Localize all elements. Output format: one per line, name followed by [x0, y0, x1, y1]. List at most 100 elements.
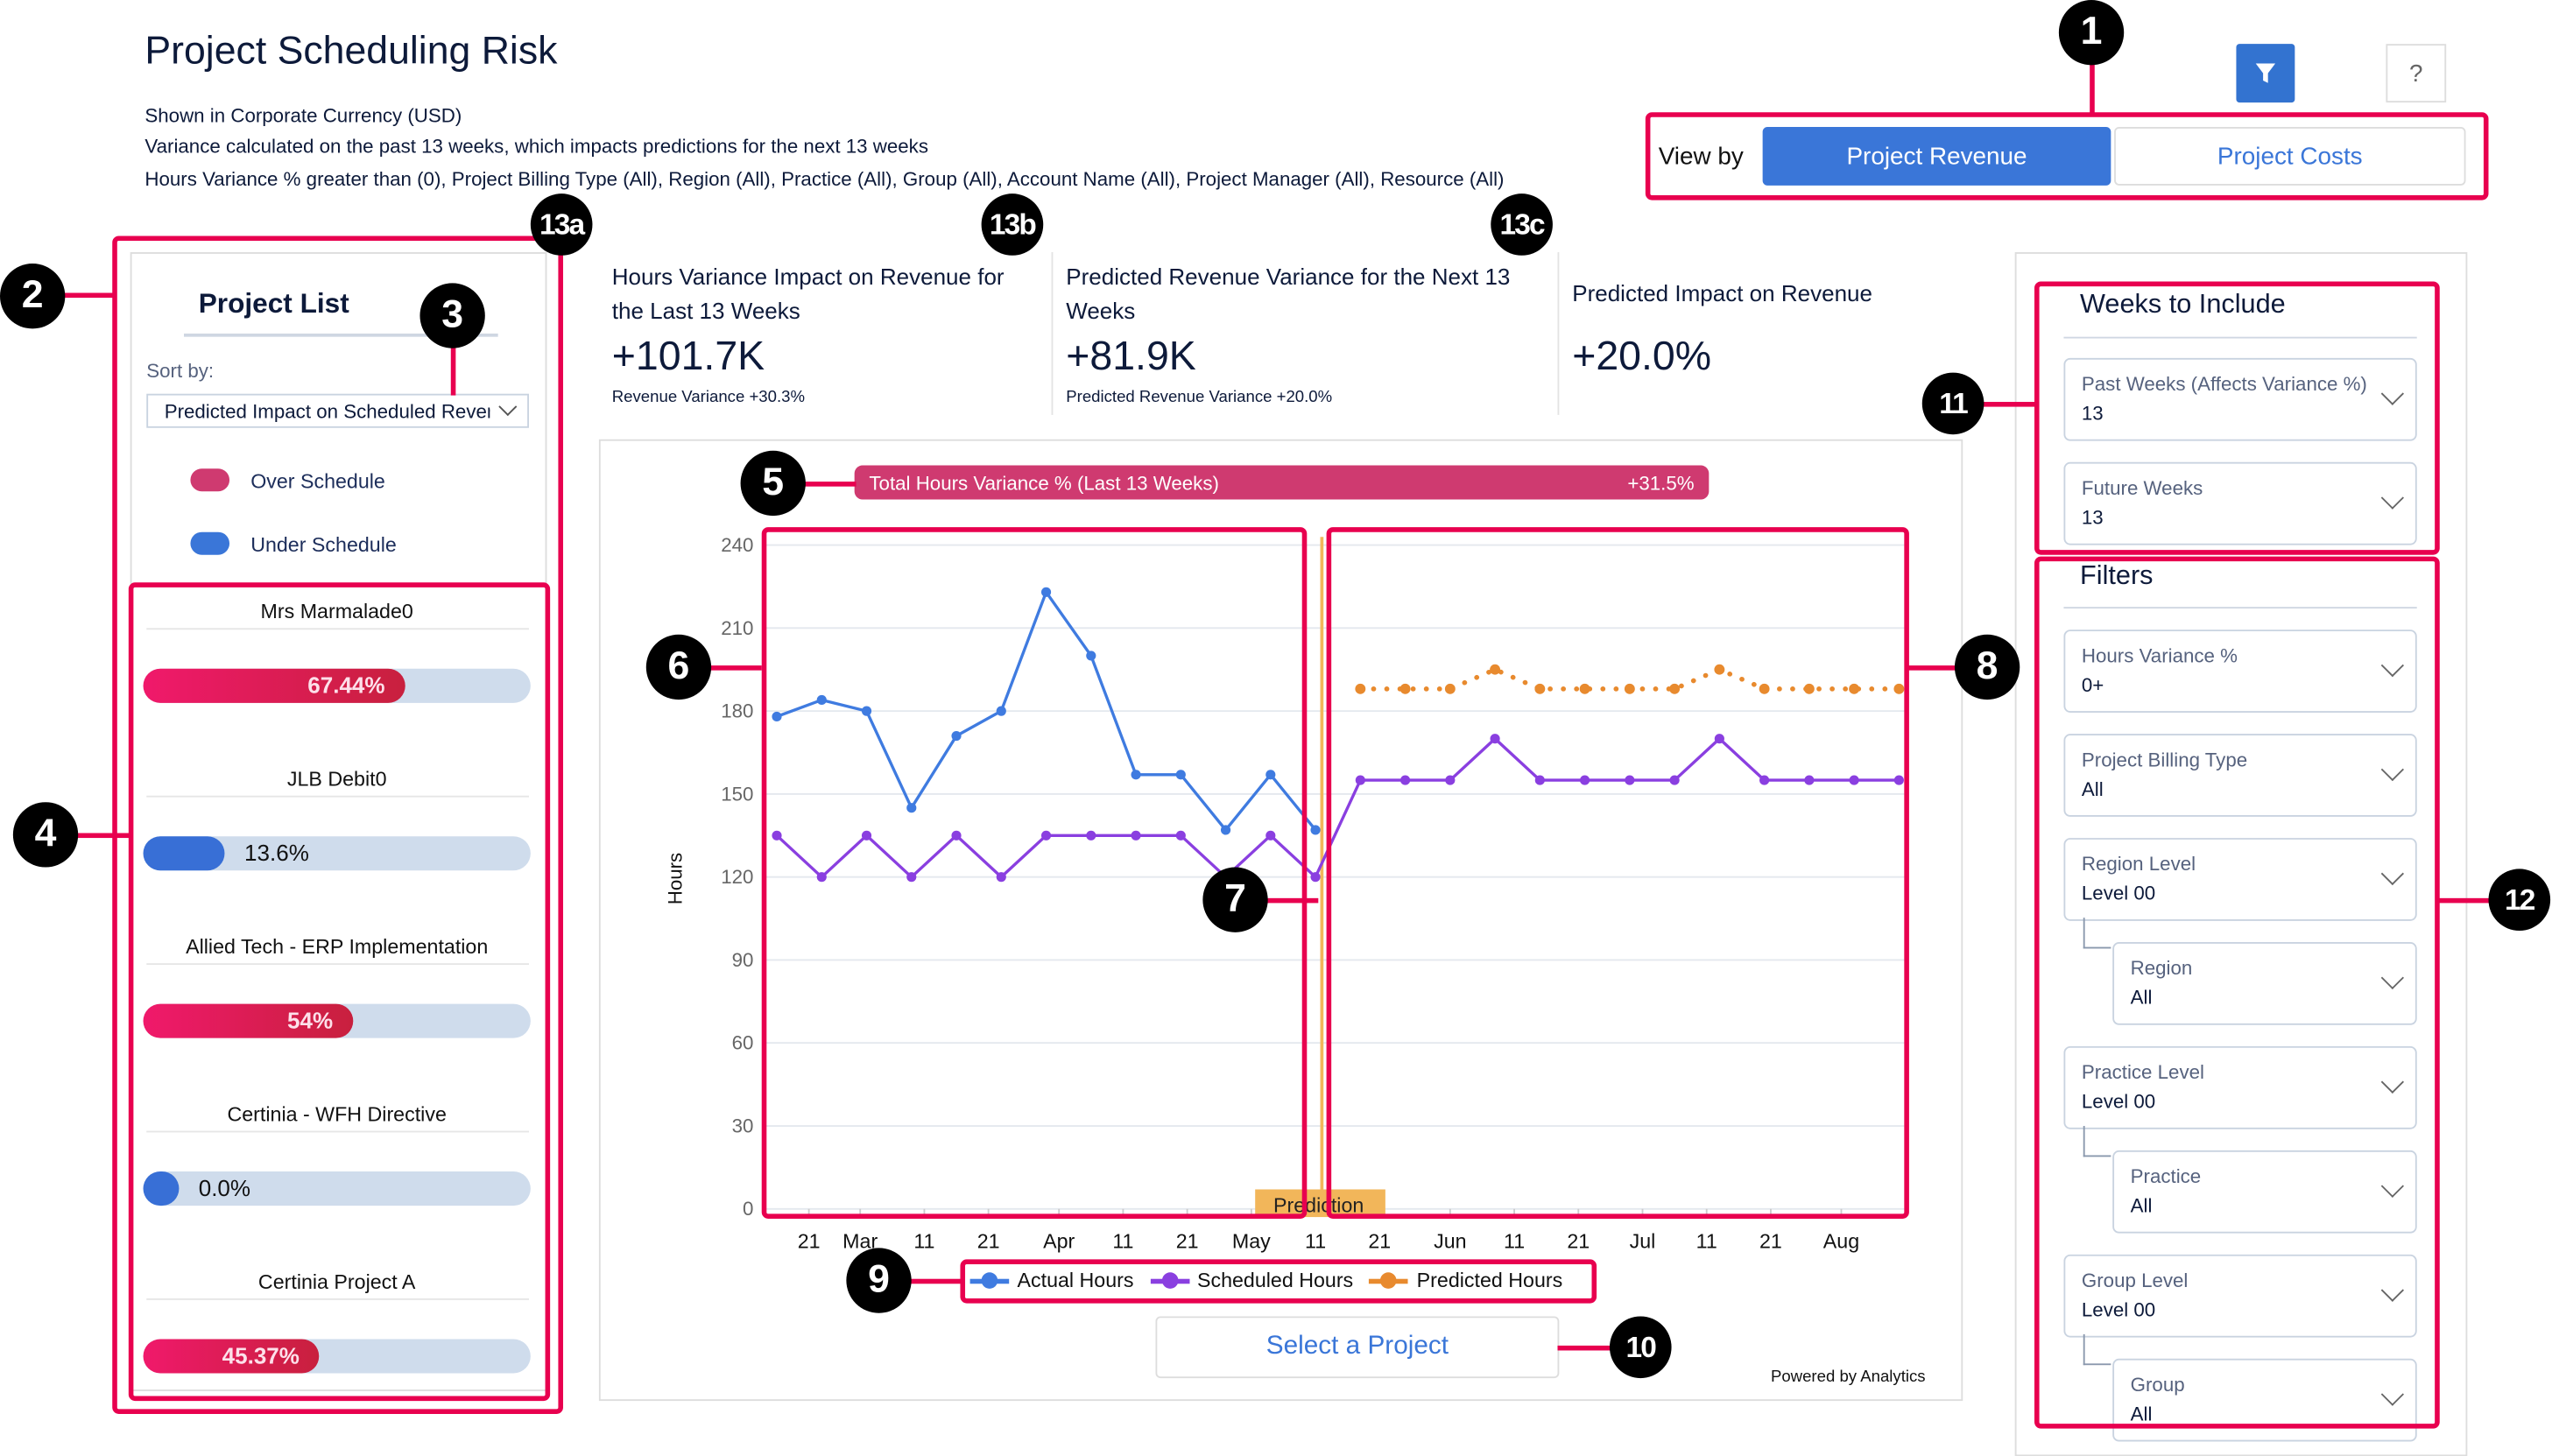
data-point[interactable]: [996, 872, 1006, 883]
data-point[interactable]: [1625, 775, 1635, 785]
project-variance-bar[interactable]: 45.37%: [143, 1339, 531, 1374]
view-by-label: View by: [1658, 143, 1744, 172]
filter-button[interactable]: [2236, 44, 2295, 103]
region-level-select[interactable]: Region Level Level 00: [2063, 838, 2417, 921]
group-level-select[interactable]: Group Level Level 00: [2063, 1254, 2417, 1338]
select-project-button[interactable]: Select a Project: [1155, 1316, 1560, 1379]
data-point[interactable]: [1669, 775, 1680, 785]
x-tick-label: Jul: [1630, 1229, 1656, 1252]
sort-select[interactable]: Predicted Impact on Scheduled Revenue: [146, 393, 529, 428]
hours-variance-select[interactable]: Hours Variance % 0+: [2063, 630, 2417, 713]
data-point[interactable]: [1040, 830, 1052, 841]
field-value: All: [2130, 1194, 2153, 1218]
project-variance-bar[interactable]: 67.44%: [143, 668, 531, 703]
field-label: Practice Level: [2081, 1060, 2204, 1084]
data-point[interactable]: [1534, 775, 1545, 785]
legend-item[interactable]: Predicted Hours: [1369, 1270, 1562, 1292]
group-select[interactable]: Group All: [2112, 1358, 2417, 1442]
data-point[interactable]: [1490, 734, 1500, 744]
project-name[interactable]: Certinia - WFH Directive: [227, 1102, 447, 1127]
data-point[interactable]: [1669, 683, 1681, 694]
data-point[interactable]: [1355, 683, 1366, 694]
data-point[interactable]: [1131, 830, 1141, 841]
future-weeks-select[interactable]: Future Weeks 13: [2063, 461, 2417, 545]
data-point[interactable]: [1265, 830, 1276, 841]
help-button[interactable]: ?: [2386, 44, 2447, 103]
annotation-badge: 2: [0, 264, 66, 329]
data-point[interactable]: [861, 706, 872, 716]
data-point[interactable]: [1804, 775, 1815, 785]
data-point[interactable]: [1220, 825, 1231, 835]
data-point[interactable]: [1803, 683, 1815, 694]
data-point[interactable]: [1265, 770, 1276, 780]
data-point[interactable]: [1714, 664, 1725, 675]
project-name[interactable]: Certinia Project A: [257, 1270, 416, 1294]
practice-select[interactable]: Practice All: [2112, 1150, 2417, 1234]
x-tick-label: 11: [1504, 1229, 1525, 1252]
filters-title: Filters: [2080, 561, 2154, 591]
data-point[interactable]: [1086, 651, 1096, 661]
data-point[interactable]: [1624, 683, 1635, 694]
sort-label: Sort by:: [146, 359, 215, 383]
data-point[interactable]: [1445, 775, 1456, 785]
y-tick-label: 180: [721, 700, 753, 722]
project-variance-bar[interactable]: 0.0%: [143, 1171, 531, 1206]
data-point[interactable]: [1534, 683, 1546, 694]
data-point[interactable]: [1580, 775, 1590, 785]
data-point[interactable]: [816, 872, 827, 883]
data-point[interactable]: [1490, 664, 1501, 675]
data-point[interactable]: [816, 694, 827, 706]
data-point[interactable]: [1849, 683, 1860, 694]
annotation-badge: 6: [645, 634, 712, 700]
data-point[interactable]: [772, 711, 782, 722]
data-point[interactable]: [1310, 825, 1321, 835]
annotation-connector: [450, 333, 456, 396]
data-point[interactable]: [1399, 683, 1411, 694]
legend-item[interactable]: Actual Hours: [969, 1270, 1133, 1292]
data-point[interactable]: [906, 803, 917, 813]
data-point[interactable]: [1849, 775, 1859, 785]
chevron-down-icon: [2380, 1070, 2404, 1094]
divider: [146, 1298, 529, 1300]
data-point[interactable]: [1175, 770, 1186, 780]
tree-connector: [2083, 918, 2111, 949]
data-point[interactable]: [1759, 683, 1770, 694]
practice-level-select[interactable]: Practice Level Level 00: [2063, 1045, 2417, 1129]
series-actual-hours: [772, 587, 1321, 835]
data-point[interactable]: [1759, 775, 1770, 785]
project-name[interactable]: Allied Tech - ERP Implementation: [186, 935, 489, 959]
data-point[interactable]: [1175, 830, 1186, 841]
data-point[interactable]: [1893, 775, 1904, 785]
data-point[interactable]: [951, 830, 962, 841]
data-point[interactable]: [906, 872, 917, 883]
data-point[interactable]: [1714, 734, 1724, 744]
data-point[interactable]: [1893, 683, 1905, 694]
billing-type-select[interactable]: Project Billing Type All: [2063, 734, 2417, 817]
data-point[interactable]: [1040, 587, 1052, 597]
data-point[interactable]: [1355, 775, 1365, 785]
project-variance-bar[interactable]: 13.6%: [143, 836, 531, 871]
data-point[interactable]: [861, 830, 872, 841]
y-tick-label: 240: [721, 534, 753, 556]
data-point[interactable]: [1310, 872, 1321, 883]
past-weeks-select[interactable]: Past Weeks (Affects Variance %) 13: [2063, 357, 2417, 441]
data-point[interactable]: [951, 730, 962, 742]
data-point[interactable]: [996, 706, 1006, 716]
data-point[interactable]: [772, 830, 782, 841]
powered-by: Powered by Analytics: [1770, 1368, 1926, 1387]
annotation-badge: 5: [740, 450, 806, 517]
chevron-down-icon: [2380, 1174, 2404, 1198]
data-point[interactable]: [1400, 775, 1411, 785]
project-name[interactable]: Mrs Marmalade0: [260, 600, 413, 623]
project-name[interactable]: JLB Debit0: [286, 768, 387, 791]
view-by-project-revenue[interactable]: Project Revenue: [1762, 126, 2111, 186]
project-variance-bar[interactable]: 54%: [143, 1003, 531, 1038]
data-point[interactable]: [1131, 770, 1141, 780]
view-by-project-costs[interactable]: Project Costs: [2114, 126, 2466, 186]
region-select[interactable]: Region All: [2112, 942, 2417, 1025]
data-point[interactable]: [1086, 830, 1096, 841]
data-point[interactable]: [1444, 683, 1456, 694]
data-point[interactable]: [1579, 683, 1590, 694]
legend-item[interactable]: Scheduled Hours: [1150, 1270, 1353, 1292]
